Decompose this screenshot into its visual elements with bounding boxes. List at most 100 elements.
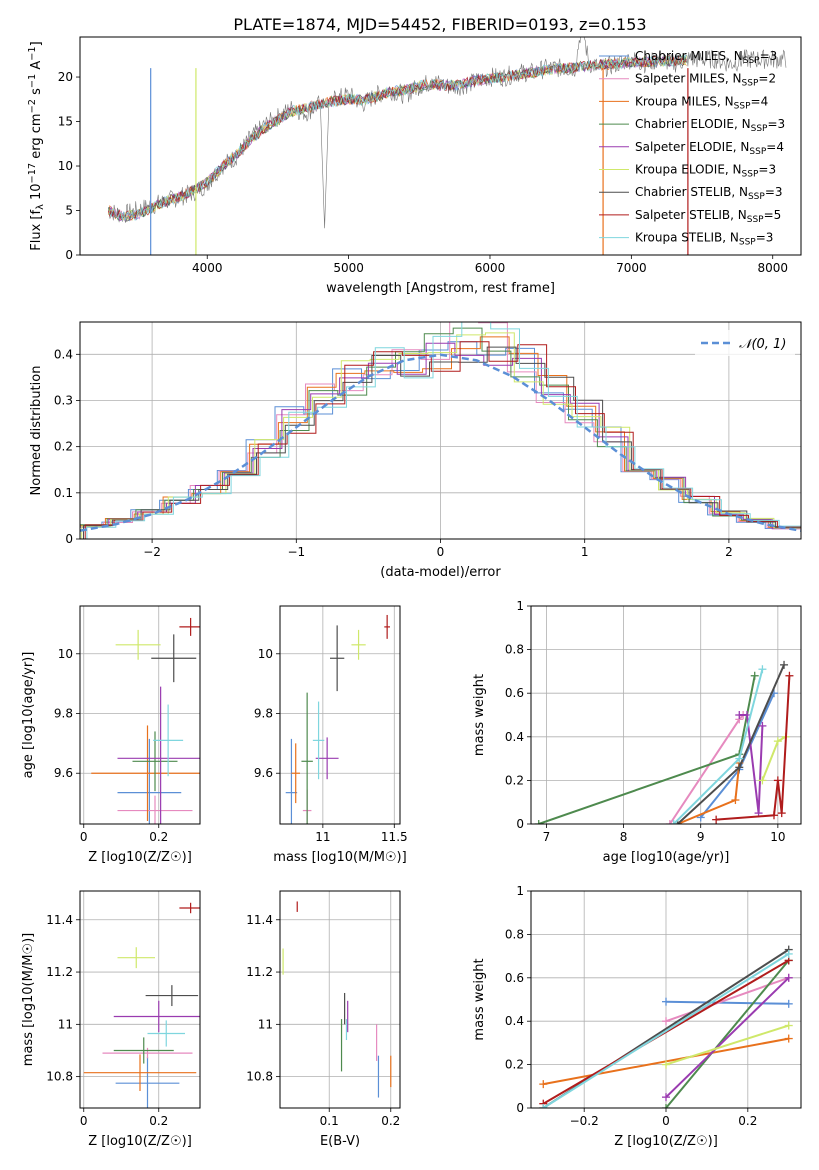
x-tick-label: 0.1 — [320, 1114, 339, 1128]
model-line-salpeter-miles — [107, 55, 687, 221]
axes-frame — [530, 890, 802, 1109]
y-tick-label: 9.8 — [254, 707, 273, 721]
y-tick-label: 0 — [65, 532, 73, 546]
panel-age-vs-mass: 11 11.5 9.6 9.8 10 mass [log10(M/M☉)] — [254, 605, 408, 865]
axes-frame — [279, 605, 401, 825]
weight-line-kroupa-stelib — [669, 665, 767, 824]
legend-label: Kroupa STELIB, NSSP​=3 — [635, 231, 773, 248]
residual-legend-box — [695, 330, 795, 356]
errorbar-kroupa-miles — [291, 743, 300, 804]
errorbar-chabrier-stelib — [151, 634, 197, 683]
x-axis-label: (data-model)/error — [380, 565, 501, 580]
errorbar-salpeter-stelib — [384, 614, 390, 639]
errorbar-kroupa-miles — [83, 1054, 197, 1092]
y-tick-label: 1 — [516, 599, 524, 613]
y-tick-label: 0.2 — [505, 1058, 524, 1072]
plot-area — [91, 617, 200, 824]
x-tick-label: 0 — [80, 1114, 88, 1128]
x-tick-label: 6000 — [475, 261, 506, 275]
x-tick-label: 0.2 — [149, 830, 168, 844]
y-tick-label: 0.4 — [505, 730, 524, 744]
weight-line-salpeter-stelib — [712, 671, 794, 824]
errorbar-salpeter-miles — [117, 795, 193, 824]
model-line-salpeter-stelib — [107, 55, 687, 221]
x-tick-label: 0.2 — [738, 1114, 757, 1128]
errorbar-chabrier-stelib — [145, 985, 199, 1007]
y-tick-label: 10.8 — [46, 1070, 73, 1084]
x-tick-label: 5000 — [333, 261, 364, 275]
model-line-chabrier-miles — [108, 55, 687, 222]
panel-residuals: −2 −1 0 1 2 0 0.1 0.2 0.3 0.4 (data-model)/error No… — [29, 321, 802, 580]
panel-spectrum: 4000 5000 6000 7000 8000 0 5 10 15 20 wavelength [… — [27, 36, 802, 296]
x-tick-label: 4000 — [192, 261, 223, 275]
x-axis-label: wavelength [Angstrom, rest frame] — [326, 281, 555, 296]
legend-label: 𝒩(0, 1) — [739, 337, 786, 352]
hist-kroupa-stelib — [86, 322, 801, 539]
errorbar-salpeter-elodie — [117, 686, 200, 824]
panel-mass-vs-Z: 0 0.2 10.8 11 11.2 11.4 Z [log10(Z/Z☉)] mass [l… — [21, 890, 201, 1149]
y-tick-label: 9.6 — [54, 766, 73, 780]
x-axis-label: E(B-V) — [320, 1134, 360, 1149]
y-tick-label: 0 — [516, 1101, 524, 1115]
y-tick-label: 11.4 — [46, 913, 73, 927]
hist-kroupa-elodie — [81, 332, 801, 539]
panel-weight-vs-age: 7 8 9 10 0 0.2 0.4 0.6 0.8 1 age [log10(age/yr)] ma… — [472, 599, 802, 865]
x-tick-label: 8 — [620, 830, 628, 844]
plot-area — [282, 901, 392, 1098]
weight-line-salpeter-miles — [662, 973, 793, 1026]
legend-label: Chabrier STELIB, NSSP​=3 — [635, 185, 783, 202]
y-axis-label: Flux [fλ​ 10−17​ erg cm−2​ s−1​ A−1​] — [27, 41, 46, 250]
plot-area — [285, 614, 390, 824]
errorbar-chabrier-stelib — [330, 625, 345, 692]
axes-frame — [79, 36, 802, 256]
axes-frame — [79, 605, 201, 825]
errorbar-chabrier-miles — [115, 1057, 180, 1108]
plot-area — [107, 37, 787, 255]
x-tick-label: −1 — [287, 545, 305, 559]
x-tick-label: −2 — [143, 545, 161, 559]
weight-line-kroupa-stelib — [539, 949, 793, 1108]
y-axis-label: mass weight — [472, 674, 487, 756]
spectrum-legend: Chabrier MILES, NSSP​=3 Salpeter MILES, N… — [599, 49, 785, 248]
model-line-kroupa-stelib — [108, 54, 687, 221]
x-tick-label: 0 — [662, 1114, 670, 1128]
plot-area — [83, 902, 200, 1108]
x-axis-label: mass [log10(M/M☉)] — [273, 850, 406, 865]
y-tick-label: 0.4 — [54, 347, 73, 361]
axes-frame — [530, 605, 802, 825]
model-line-chabrier-elodie — [107, 54, 687, 221]
weight-line-chabrier-miles — [662, 997, 793, 1008]
errorbar-salpeter-stelib — [179, 617, 200, 636]
axes-frame — [79, 890, 201, 1109]
legend-label: Kroupa MILES, NSSP​=4 — [635, 94, 768, 111]
x-tick-label: 2 — [725, 545, 733, 559]
normal-reference-curve — [80, 353, 801, 532]
y-tick-label: 0.1 — [54, 486, 73, 500]
weight-line-chabrier-elodie — [662, 956, 793, 1108]
legend-label: Salpeter ELODIE, NSSP​=4 — [635, 140, 784, 157]
x-axis-label: age [log10(age/yr)] — [603, 850, 730, 865]
y-axis-label: Normed distribution — [29, 366, 44, 496]
x-tick-label: 11.5 — [381, 830, 408, 844]
y-tick-label: 10.8 — [246, 1070, 273, 1084]
model-line-chabrier-stelib — [108, 55, 687, 222]
y-tick-label: 1 — [516, 884, 524, 898]
model-line-kroupa-miles — [107, 56, 687, 220]
x-tick-label: 7000 — [616, 261, 647, 275]
errorbar-kroupa-stelib — [153, 704, 184, 777]
weight-line-salpeter-elodie — [662, 973, 793, 1102]
errorbar-kroupa-miles — [91, 725, 200, 822]
y-tick-label: 15 — [58, 115, 73, 129]
errorbar-salpeter-miles — [102, 1047, 193, 1059]
errorbar-kroupa-elodie — [351, 629, 366, 660]
weight-line-chabrier-stelib — [673, 660, 789, 824]
y-tick-label: 0.6 — [505, 971, 524, 985]
errorbar-chabrier-elodie — [113, 1037, 174, 1064]
y-tick-label: 9.8 — [54, 707, 73, 721]
errorbar-salpeter-elodie — [113, 1000, 200, 1033]
model-line-salpeter-elodie — [108, 56, 687, 222]
legend-label: Salpeter MILES, NSSP​=2 — [635, 72, 776, 89]
y-tick-label: 11.2 — [246, 965, 273, 979]
y-tick-label: 10 — [58, 647, 73, 661]
